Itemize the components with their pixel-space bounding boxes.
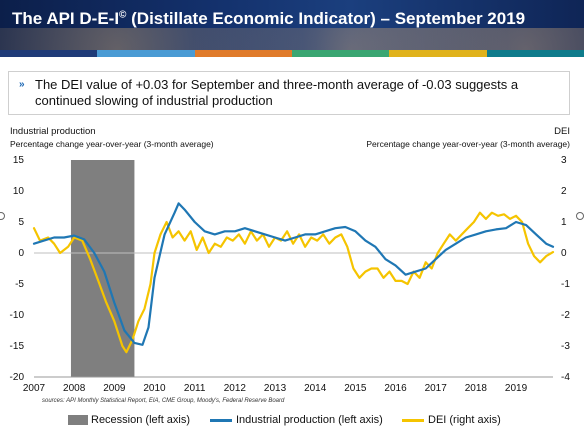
left-axis-title: Industrial production — [10, 126, 96, 137]
x-tick-label: 2015 — [344, 383, 367, 394]
color-band-segment — [194, 50, 292, 57]
x-tick-label: 2011 — [184, 383, 206, 394]
left-tick-label: 15 — [13, 155, 25, 166]
x-tick-label: 2008 — [63, 383, 86, 394]
left-tick-label: 5 — [18, 217, 24, 228]
left-tick-label: -10 — [10, 310, 25, 321]
x-tick-label: 2017 — [425, 383, 448, 394]
bullet-icon: » — [19, 79, 25, 90]
right-tick-label: -4 — [561, 372, 570, 383]
color-band — [0, 50, 584, 57]
left-tick-label: -5 — [15, 279, 24, 290]
copyright-mark: © — [119, 9, 127, 21]
right-handle-icon — [576, 212, 584, 220]
color-band-segment — [97, 50, 195, 57]
legend-dei: DEI (right axis) — [402, 414, 501, 426]
x-tick-label: 2018 — [465, 383, 488, 394]
header-banner: The API D-E-I© (Distillate Economic Indi… — [0, 0, 584, 50]
x-tick-label: 2012 — [224, 383, 247, 394]
color-band-segment — [389, 50, 487, 57]
legend-dei-swatch — [402, 418, 424, 422]
left-tick-label: 10 — [13, 186, 25, 197]
right-tick-label: 3 — [561, 155, 567, 166]
x-tick-label: 2016 — [384, 383, 407, 394]
left-tick-label: -15 — [10, 341, 25, 352]
x-tick-label: 2014 — [304, 383, 327, 394]
legend: Recession (left axis) Industrial product… — [0, 412, 584, 432]
right-tick-label: -1 — [561, 279, 570, 290]
summary-box: » The DEI value of +0.03 for September a… — [8, 71, 570, 115]
legend-recession-swatch — [68, 415, 88, 425]
industrial-production-line — [32, 202, 555, 346]
right-axis-title: DEI — [554, 126, 570, 137]
x-tick-label: 2013 — [264, 383, 287, 394]
right-tick-label: -2 — [561, 310, 570, 321]
right-tick-label: 2 — [561, 186, 567, 197]
color-band-segment — [0, 50, 98, 57]
right-tick-label: 0 — [561, 248, 567, 259]
x-tick-label: 2019 — [505, 383, 528, 394]
legend-recession: Recession (left axis) — [68, 414, 190, 426]
summary-text: The DEI value of +0.03 for September and… — [35, 77, 519, 108]
color-band-segment — [291, 50, 390, 57]
right-axis-subtitle: Percentage change year-over-year (3-mont… — [366, 139, 570, 149]
sources-note: sources: API Monthly Statistical Report,… — [42, 398, 285, 404]
right-tick-label: -3 — [561, 341, 570, 352]
page-title: The API D-E-I© (Distillate Economic Indi… — [12, 9, 526, 28]
legend-industrial-swatch — [210, 418, 232, 422]
x-tick-label: 2007 — [23, 383, 46, 394]
legend-industrial: Industrial production (left axis) — [210, 414, 383, 426]
right-tick-label: 1 — [561, 217, 567, 228]
left-tick-label: -20 — [10, 372, 25, 383]
x-tick-label: 2009 — [103, 383, 126, 394]
x-tick-label: 2010 — [143, 383, 166, 394]
color-band-segment — [486, 50, 584, 57]
left-tick-label: 0 — [18, 248, 24, 259]
left-axis-subtitle: Percentage change year-over-year (3-mont… — [10, 139, 214, 149]
left-handle-icon — [0, 212, 5, 220]
